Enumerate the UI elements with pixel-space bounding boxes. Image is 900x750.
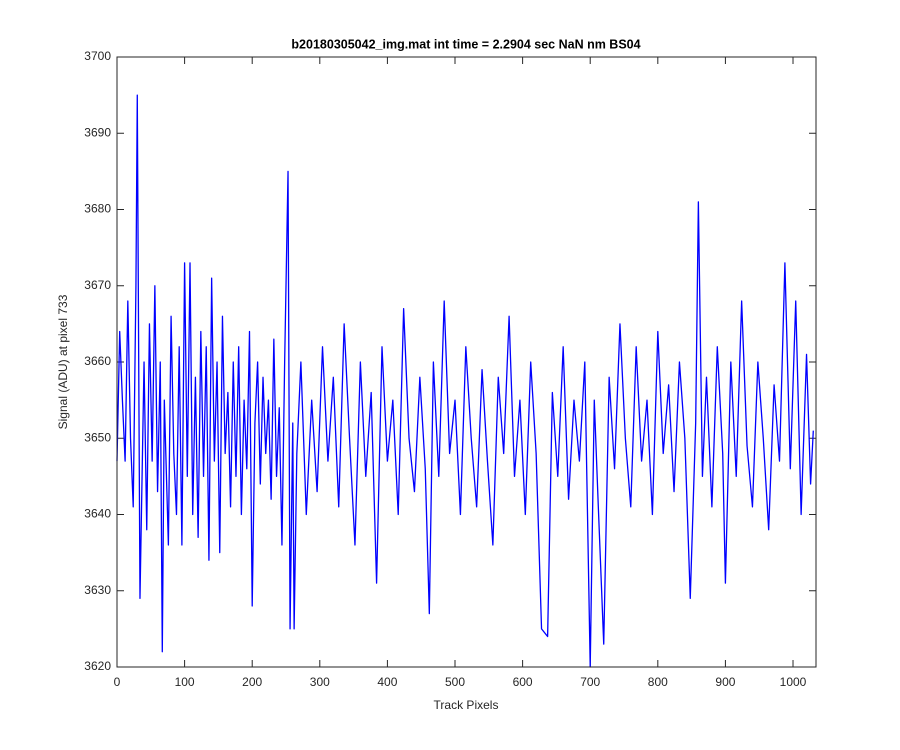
y-tick-label: 3670 [84,278,111,292]
y-tick-label: 3640 [84,507,111,521]
y-tick-label: 3660 [84,354,111,368]
x-tick-label: 800 [648,675,668,689]
y-tick-label: 3620 [84,659,111,673]
x-tick-label: 1000 [780,675,807,689]
y-tick-label: 3680 [84,202,111,216]
x-axis-label: Track Pixels [434,698,499,712]
x-tick-label: 900 [715,675,735,689]
y-tick-label: 3690 [84,125,111,139]
y-axis-label: Signal (ADU) at pixel 733 [56,294,70,429]
x-tick-label: 100 [175,675,195,689]
x-tick-label: 600 [513,675,533,689]
data-line [116,94,814,668]
x-tick-label: 700 [580,675,600,689]
x-tick-label: 0 [114,675,121,689]
x-tick-label: 400 [377,675,397,689]
plot-frame [116,56,817,668]
y-tick-label: 3700 [84,49,111,63]
x-tick-label: 200 [242,675,262,689]
chart-title: b20180305042_img.mat int time = 2.2904 s… [291,37,640,51]
x-tick-label: 500 [445,675,465,689]
y-tick-label: 3650 [84,430,111,444]
x-tick-label: 300 [310,675,330,689]
y-tick-label: 3630 [84,583,111,597]
